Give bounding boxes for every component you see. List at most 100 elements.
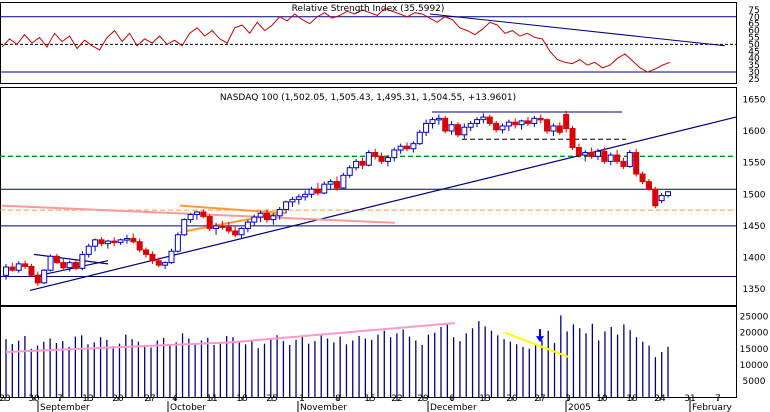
rsi-tick-label: 60 bbox=[748, 27, 760, 37]
candle bbox=[652, 186, 659, 209]
candle-body-up bbox=[257, 212, 264, 218]
candle-body-down bbox=[639, 173, 646, 183]
candle-body-up bbox=[181, 219, 188, 236]
candle-body-down bbox=[149, 253, 156, 262]
candle bbox=[174, 232, 181, 253]
candle bbox=[193, 210, 200, 220]
candle-body-down bbox=[263, 212, 270, 221]
x-day-label: 1 bbox=[299, 394, 305, 404]
candle bbox=[314, 182, 321, 196]
rsi-tick-label: 55 bbox=[748, 33, 759, 43]
candle-body-down bbox=[9, 266, 16, 271]
x-day-label: 22 bbox=[391, 394, 402, 404]
candle-body-down bbox=[372, 152, 379, 157]
candle bbox=[404, 142, 411, 152]
candle bbox=[232, 225, 239, 238]
candle-body-up bbox=[410, 143, 417, 150]
candle-body-down bbox=[200, 211, 207, 217]
x-month-label: December bbox=[430, 403, 477, 412]
x-day-label: 15 bbox=[364, 394, 375, 404]
candle bbox=[575, 143, 582, 158]
volume-tick-label: 10000 bbox=[740, 361, 769, 371]
candle bbox=[486, 114, 493, 126]
candle bbox=[34, 271, 41, 287]
candle bbox=[9, 262, 16, 272]
candle-body-up bbox=[283, 201, 290, 210]
candle bbox=[257, 210, 264, 223]
candle-body-down bbox=[225, 226, 232, 232]
price-tick-label: 1400 bbox=[743, 254, 766, 264]
price-tick-label: 1650 bbox=[743, 95, 766, 105]
candle bbox=[365, 150, 372, 167]
rsi-tick-label: 45 bbox=[748, 47, 759, 57]
volume-tick-label: 20000 bbox=[740, 329, 769, 339]
candle bbox=[423, 119, 430, 137]
x-day-label: 3 bbox=[565, 394, 571, 404]
x-month-label: September bbox=[40, 403, 90, 412]
volume-arrow-head bbox=[536, 336, 544, 343]
candle bbox=[149, 251, 156, 264]
candle bbox=[454, 122, 461, 138]
candle bbox=[308, 186, 315, 199]
candle-body-down bbox=[614, 154, 621, 162]
x-day-label: 23 bbox=[0, 394, 11, 404]
candle-body-down bbox=[130, 238, 137, 243]
candle bbox=[104, 239, 111, 249]
x-day-label: 20 bbox=[506, 394, 518, 404]
candle-body-up bbox=[594, 150, 601, 157]
candle bbox=[639, 171, 646, 185]
candle-body-up bbox=[448, 124, 455, 132]
candle bbox=[60, 258, 67, 271]
candle-body-up bbox=[117, 239, 124, 243]
candle bbox=[645, 179, 652, 191]
candle-body-up bbox=[582, 152, 589, 156]
candle bbox=[136, 238, 143, 253]
candle-body-up bbox=[429, 119, 436, 124]
rsi-tick-label: 50 bbox=[748, 40, 760, 50]
panel-frames bbox=[0, 2, 737, 398]
price-tick-label: 1350 bbox=[743, 285, 766, 295]
candle bbox=[601, 147, 608, 164]
x-day-label: 11 bbox=[206, 394, 217, 404]
candle bbox=[327, 179, 334, 190]
candle-body-down bbox=[359, 160, 366, 166]
x-day-label: 29 bbox=[417, 394, 429, 404]
candle-body-down bbox=[143, 249, 150, 255]
candle bbox=[66, 260, 73, 272]
candle-body-up bbox=[238, 227, 245, 236]
candle bbox=[111, 237, 118, 247]
candle bbox=[219, 220, 226, 230]
candle-body-down bbox=[60, 262, 67, 269]
candle bbox=[321, 181, 328, 195]
candle bbox=[270, 213, 277, 225]
candle-body-up bbox=[658, 195, 665, 202]
candle bbox=[435, 114, 442, 125]
candle-body-down bbox=[486, 116, 493, 124]
candle-body-down bbox=[155, 260, 162, 266]
candle-body-down bbox=[620, 160, 627, 167]
candle bbox=[15, 261, 22, 273]
x-day-label: 27 bbox=[534, 394, 545, 404]
candle bbox=[550, 123, 557, 137]
candle-body-up bbox=[276, 208, 283, 217]
price-tick-label: 1450 bbox=[743, 222, 766, 232]
candle-body-up bbox=[474, 119, 481, 124]
candle-body-up bbox=[607, 154, 614, 162]
candle bbox=[429, 117, 436, 129]
candle bbox=[283, 200, 290, 214]
candle bbox=[518, 119, 525, 130]
candle bbox=[556, 122, 563, 135]
candle bbox=[79, 251, 86, 271]
rsi-tick-label: 65 bbox=[748, 20, 759, 30]
x-day-label: 4 bbox=[172, 394, 178, 404]
candle bbox=[162, 261, 169, 269]
candle bbox=[302, 190, 309, 201]
candle-body-down bbox=[206, 215, 213, 229]
candle bbox=[181, 218, 188, 237]
candle-body-up bbox=[346, 167, 353, 176]
candle bbox=[658, 193, 665, 204]
x-day-label: 20 bbox=[112, 394, 124, 404]
candle-body-up bbox=[174, 234, 181, 252]
